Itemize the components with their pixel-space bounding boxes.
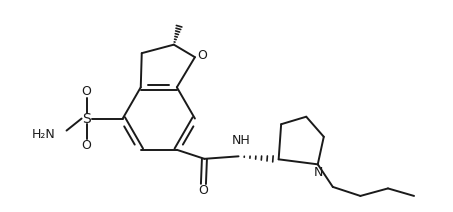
- Text: NH: NH: [231, 134, 251, 147]
- Text: N: N: [313, 166, 323, 179]
- Text: O: O: [82, 85, 92, 98]
- Text: O: O: [197, 49, 207, 62]
- Text: O: O: [82, 139, 92, 152]
- Text: H₂N: H₂N: [32, 128, 56, 141]
- Text: O: O: [198, 184, 208, 197]
- Text: S: S: [82, 112, 91, 126]
